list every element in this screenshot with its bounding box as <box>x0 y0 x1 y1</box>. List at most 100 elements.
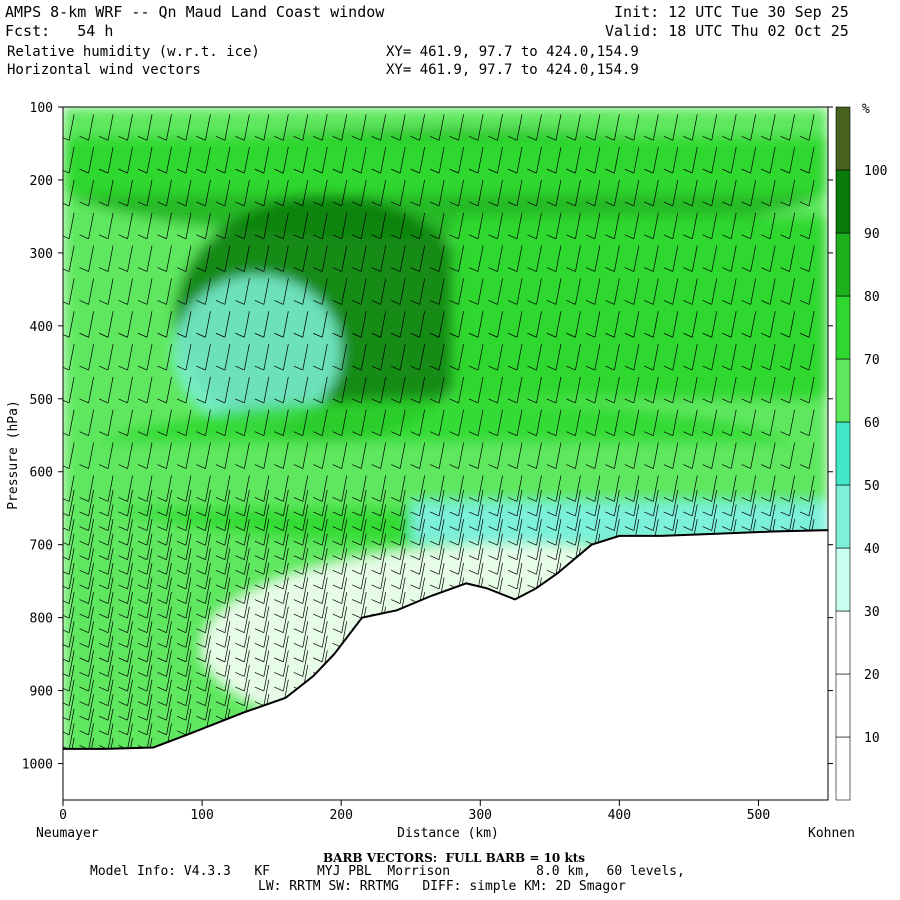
wind-barb-flag <box>293 168 303 174</box>
wind-barb <box>555 179 562 207</box>
wind-barb-flag <box>79 464 89 469</box>
wind-barb <box>575 278 581 305</box>
wind-barb <box>146 212 153 239</box>
wind-barb-flag <box>118 267 128 272</box>
wind-barb-flag <box>254 511 264 517</box>
wind-barb <box>68 376 75 403</box>
wind-barb <box>263 376 270 403</box>
wind-barb <box>146 179 153 207</box>
wind-barb-flag <box>118 398 128 404</box>
wind-barb <box>691 442 698 469</box>
wind-barb <box>302 278 309 305</box>
wind-barb <box>633 376 640 403</box>
wind-barb <box>68 694 75 721</box>
wind-barb <box>399 519 406 546</box>
wind-barb <box>419 504 425 531</box>
wind-barb-flag <box>468 540 479 546</box>
wind-barb <box>575 376 581 403</box>
wind-barb <box>769 442 776 469</box>
wind-barb <box>594 409 601 436</box>
wind-barb <box>399 577 406 604</box>
wind-barb <box>341 409 348 436</box>
wind-barb <box>146 147 153 174</box>
wind-barb <box>107 114 114 141</box>
wind-barb-flag <box>429 398 440 404</box>
wind-barb-flag <box>761 300 771 305</box>
wind-barb-flag <box>137 642 148 648</box>
wind-barb-flag <box>644 365 654 371</box>
wind-barb <box>244 635 250 662</box>
wind-barb-flag <box>449 300 459 305</box>
wind-barb <box>205 442 211 469</box>
wind-barb <box>282 621 289 648</box>
wind-barb <box>769 475 776 502</box>
wind-barb-flag <box>63 432 70 437</box>
wind-barb <box>497 409 503 436</box>
wind-barb-flag <box>488 398 498 404</box>
wind-barb-flag <box>780 332 790 338</box>
wind-barb <box>146 409 153 436</box>
wind-barb <box>711 179 718 207</box>
wind-barb-flag <box>215 672 226 677</box>
wind-barb-flag <box>488 497 498 502</box>
wind-barb-flag <box>527 555 537 561</box>
wind-barb <box>614 245 620 272</box>
wind-barb <box>146 504 153 531</box>
wind-barb <box>205 278 211 305</box>
wind-barb <box>185 376 192 403</box>
wind-barb-flag <box>137 672 148 677</box>
wind-barb <box>750 409 757 436</box>
wind-barb-flag <box>644 332 654 338</box>
wind-barb-flag <box>391 135 401 141</box>
wind-barb-flag <box>196 570 206 575</box>
wind-barb-flag <box>527 135 537 141</box>
wind-barb <box>107 694 114 721</box>
wind-barb-flag <box>176 657 187 663</box>
wind-barb <box>127 409 133 436</box>
wind-barb <box>302 489 309 517</box>
wind-barb <box>244 179 250 207</box>
wind-barb <box>68 179 75 207</box>
wind-barb-flag <box>741 511 751 517</box>
wind-barb-flag <box>683 234 693 240</box>
wind-barb-flag <box>391 234 401 240</box>
wind-barb <box>458 504 464 531</box>
wind-barb-flag <box>391 584 401 590</box>
wind-barb <box>68 278 75 305</box>
wind-barb <box>419 562 425 589</box>
wind-barb <box>224 475 231 502</box>
wind-barb <box>360 489 367 517</box>
wind-barb-flag <box>468 234 479 240</box>
wind-barb <box>244 621 250 648</box>
wind-barb <box>438 519 445 546</box>
wind-barb-flag <box>371 599 381 604</box>
wind-barb-flag <box>780 201 790 207</box>
wind-barb <box>711 409 718 436</box>
wind-barb-flag <box>429 234 440 240</box>
wind-barb-flag <box>157 398 167 404</box>
wind-barb <box>127 650 133 677</box>
wind-barb <box>594 147 601 174</box>
wind-barb-flag <box>157 613 167 619</box>
wind-barb-flag <box>546 365 557 371</box>
wind-barb-flag <box>79 657 89 663</box>
wind-barb <box>185 548 192 575</box>
wind-barb <box>88 577 94 604</box>
wind-barb-flag <box>799 135 810 141</box>
wind-barb-flag <box>254 570 264 575</box>
wind-barb <box>575 533 581 560</box>
wind-barb <box>205 679 211 706</box>
wind-barb-flag <box>63 629 70 634</box>
wind-barb-flag <box>118 570 128 575</box>
wind-barb <box>127 694 133 721</box>
wind-barb-flag <box>98 570 109 575</box>
wind-barb <box>536 147 542 174</box>
wind-barb-flag <box>566 234 576 240</box>
wind-barb-flag <box>176 168 187 174</box>
wind-barb <box>282 650 289 677</box>
wind-barb-flag <box>761 365 771 371</box>
wind-barb-flag <box>741 431 751 437</box>
wind-barb-flag <box>780 234 790 240</box>
wind-barb <box>769 179 776 207</box>
wind-barb-flag <box>722 234 732 240</box>
